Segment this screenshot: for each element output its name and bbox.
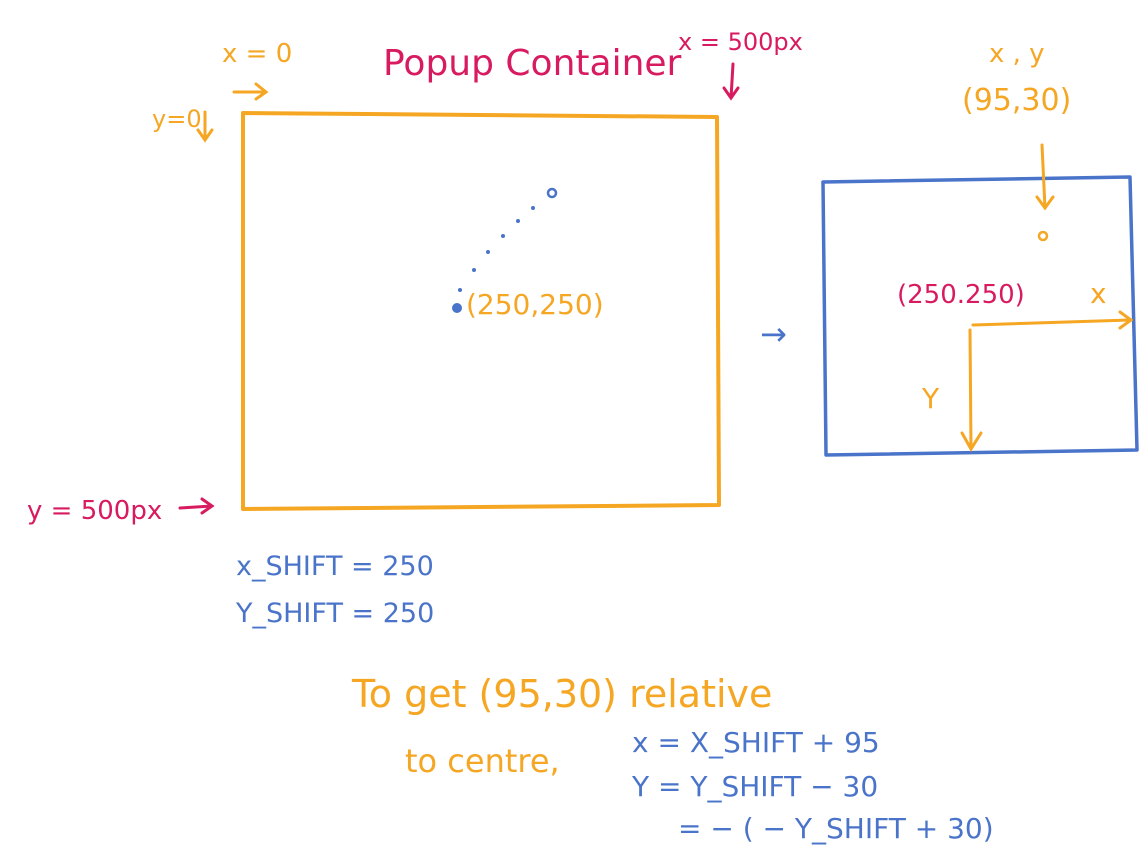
point-value-label: (95,30) <box>962 83 1071 118</box>
center-label-left: (250,250) <box>466 288 604 321</box>
point-down-arrow <box>1035 143 1055 211</box>
y-axis-label: Y <box>921 382 940 415</box>
shifted-container-box <box>821 175 1139 457</box>
explanation-line2: to centre, <box>405 742 560 780</box>
y-axis-arrow <box>960 328 983 452</box>
x-zero-arrow <box>232 82 269 101</box>
y-max-label: y = 500px <box>27 496 162 526</box>
transition-arrow: → <box>760 315 787 353</box>
target-point-right <box>1037 230 1049 242</box>
formula-y: Y = Y_SHIFT − 30 <box>631 770 878 803</box>
formula-y2: = − ( − Y_SHIFT + 30) <box>678 812 994 845</box>
center-point-left <box>452 303 462 313</box>
x-axis-arrow <box>971 310 1134 330</box>
explanation-line1: To get (95,30) relative <box>351 672 772 716</box>
y-shift-label: Y_SHIFT = 250 <box>235 598 434 629</box>
formula-x: x = X_SHIFT + 95 <box>632 726 880 759</box>
x-zero-label: x = 0 <box>222 39 292 69</box>
popup-container-box <box>241 111 721 511</box>
x-shift-label: x_SHIFT = 250 <box>236 551 434 582</box>
center-label-right: (250.250) <box>897 280 1025 310</box>
dotted-path-to-point <box>458 206 535 292</box>
x-axis-label: x <box>1090 277 1107 310</box>
x-max-arrow <box>722 62 740 101</box>
popup-title: Popup Container <box>383 43 682 84</box>
y-zero-label: y=0 <box>152 105 202 133</box>
target-point-left <box>546 187 558 199</box>
point-xy-label: x , y <box>989 39 1045 69</box>
x-max-label: x = 500px <box>678 28 803 56</box>
y-zero-arrow <box>196 110 214 143</box>
y-max-arrow <box>178 497 215 515</box>
